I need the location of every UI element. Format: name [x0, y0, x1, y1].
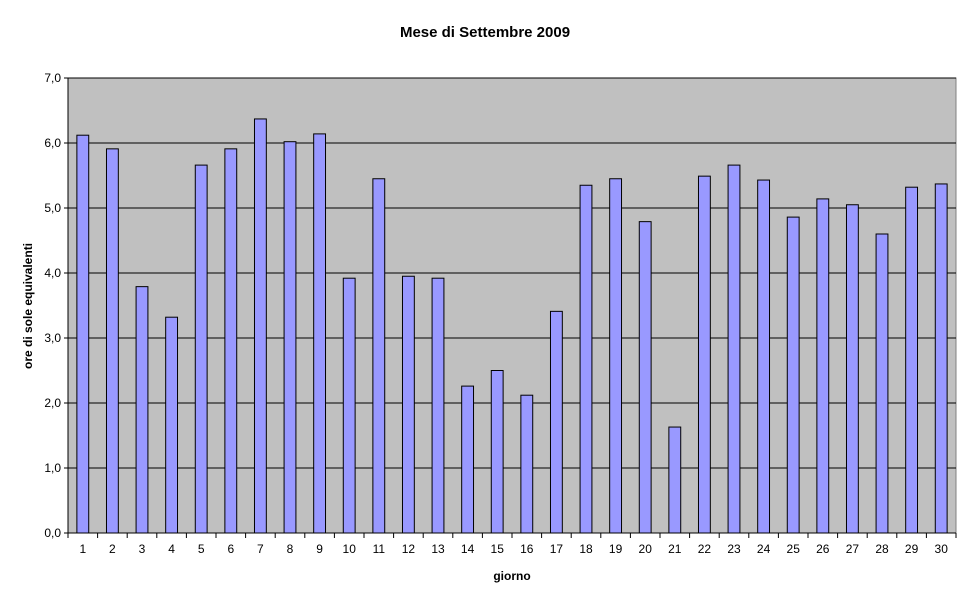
chart-title: Mese di Settembre 2009 — [400, 24, 570, 41]
bar — [194, 164, 208, 534]
x-tick-label: 18 — [579, 542, 593, 556]
bar — [845, 204, 859, 534]
y-tick-label: 0,0 — [44, 526, 61, 540]
x-tick-label: 19 — [609, 542, 623, 556]
bar — [757, 179, 771, 534]
bar — [609, 178, 623, 534]
bar — [224, 148, 238, 534]
y-tick-label: 7,0 — [44, 71, 61, 85]
x-tick-label: 30 — [935, 542, 949, 556]
x-tick-label: 12 — [402, 542, 416, 556]
bar — [165, 316, 179, 534]
bar — [816, 198, 830, 534]
y-tick-label: 4,0 — [44, 266, 61, 280]
x-tick-label: 4 — [168, 542, 175, 556]
bar — [135, 286, 149, 534]
x-tick-label: 9 — [316, 542, 323, 556]
y-axis-label: ore di sole equivalenti — [21, 243, 35, 369]
x-tick-label: 23 — [727, 542, 741, 556]
bar — [253, 118, 267, 534]
bar — [875, 233, 889, 534]
x-tick-label: 29 — [905, 542, 919, 556]
y-tick-label: 1,0 — [44, 461, 61, 475]
x-tick-label: 20 — [639, 542, 653, 556]
x-tick-label: 22 — [698, 542, 712, 556]
x-tick-label: 24 — [757, 542, 771, 556]
y-tick-labels: 0,0 1,0 2,0 3,0 4,0 5,0 6,0 7,0 — [44, 71, 61, 540]
x-tick-label: 10 — [343, 542, 357, 556]
bar — [579, 184, 593, 534]
x-tick-label: 15 — [491, 542, 505, 556]
bar — [461, 385, 475, 534]
x-tick-label: 17 — [550, 542, 564, 556]
bar — [105, 148, 119, 534]
axes — [64, 77, 957, 538]
x-tick-label: 25 — [787, 542, 801, 556]
y-tick-label: 3,0 — [44, 331, 61, 345]
bar — [905, 186, 919, 534]
y-tick-label: 5,0 — [44, 201, 61, 215]
bar — [342, 277, 356, 534]
y-tick-label: 2,0 — [44, 396, 61, 410]
x-tick-label: 8 — [287, 542, 294, 556]
x-tick-label: 3 — [139, 542, 146, 556]
bar — [372, 178, 386, 534]
bar — [727, 164, 741, 534]
x-tick-label: 27 — [846, 542, 860, 556]
gridlines — [68, 77, 956, 469]
bar — [786, 216, 800, 534]
bar — [668, 426, 682, 534]
plot-area — [67, 77, 957, 534]
x-axis-label: giorno — [493, 569, 530, 583]
bar — [638, 221, 652, 534]
x-tick-label: 26 — [816, 542, 830, 556]
bar — [76, 134, 90, 534]
x-tick-label: 21 — [668, 542, 682, 556]
bar — [313, 133, 327, 534]
x-tick-labels: 1 2 3 4 5 6 7 8 9 10 11 12 13 14 15 16 17 18 19 20 21 22 23 24 2… — [79, 542, 948, 556]
x-tick-label: 5 — [198, 542, 205, 556]
bar — [283, 141, 297, 534]
x-tick-label: 16 — [520, 542, 534, 556]
bar — [490, 370, 504, 534]
bar — [697, 175, 711, 534]
x-tick-label: 6 — [227, 542, 234, 556]
bar — [520, 394, 534, 534]
x-tick-label: 28 — [875, 542, 889, 556]
bar — [549, 310, 563, 534]
bar — [934, 183, 948, 534]
x-tick-label: 11 — [373, 542, 386, 556]
x-tick-label: 1 — [79, 542, 86, 556]
x-tick-label: 13 — [431, 542, 445, 556]
bar — [401, 275, 415, 534]
bar — [431, 277, 445, 534]
x-tick-label: 14 — [461, 542, 475, 556]
y-tick-label: 6,0 — [44, 136, 61, 150]
x-tick-label: 7 — [257, 542, 264, 556]
x-tick-label: 2 — [109, 542, 116, 556]
